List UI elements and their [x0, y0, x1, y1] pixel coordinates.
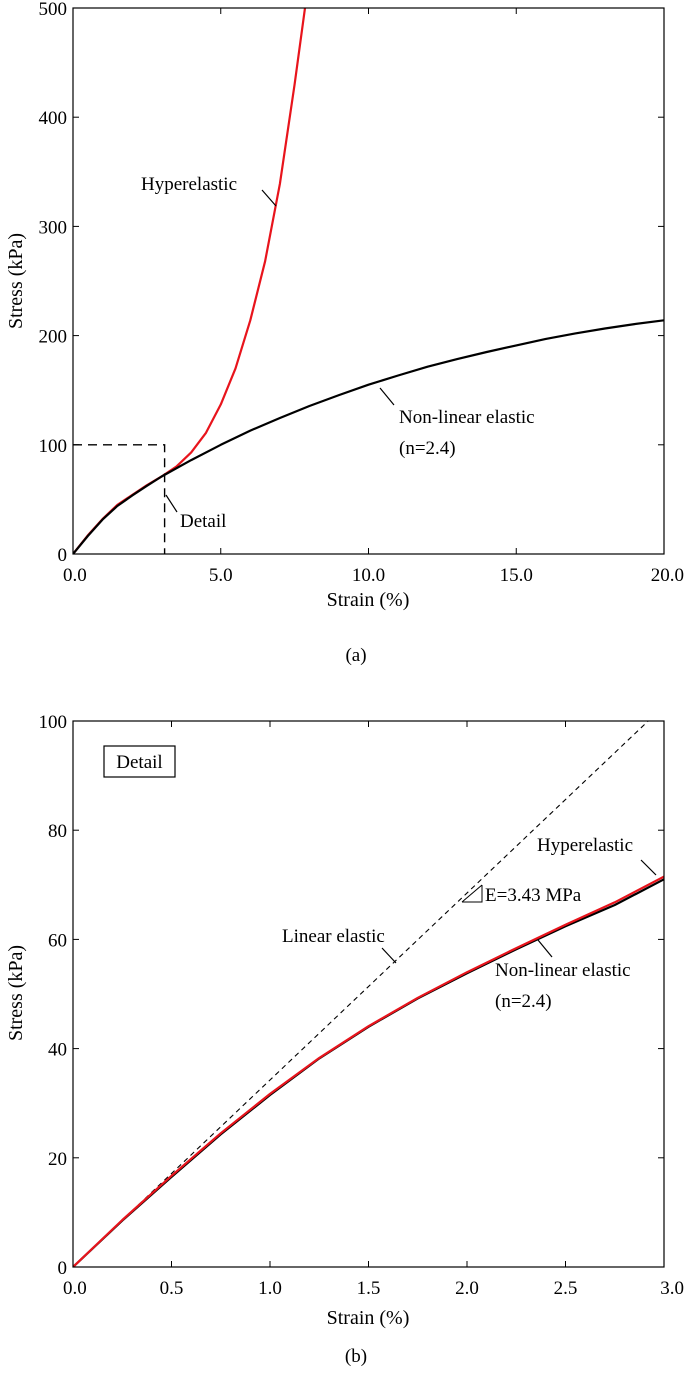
chart-b-x-axis-label: Strain (%): [327, 1307, 410, 1329]
chart-b-annotation-modulus: E=3.43 MPa: [485, 885, 582, 906]
chart-a-x-tick-label: 10.0: [352, 565, 385, 586]
chart-b: 0.0 0.5 1.0 1.5 2.0 2.5 3.0 0 20 40 60 80 100 Strain…: [5, 712, 684, 1367]
chart-a-x-axis-label: Strain (%): [327, 589, 410, 611]
chart-b-y-tick-label: 100: [39, 712, 68, 733]
chart-a-x-tick-label: 20.0: [651, 565, 684, 586]
chart-b-x-tick-label: 3.0: [660, 1278, 684, 1299]
chart-a-detail-leader: [165, 494, 178, 513]
chart-b-annotation-nonlinear: Non-linear elastic: [495, 960, 631, 981]
chart-a-series-non-linear-elastic-n-2-4-line: [73, 319, 664, 554]
chart-a-annotation-nonlinear-n: (n=2.4): [399, 438, 456, 459]
chart-a-annotation-detail: Detail: [180, 511, 226, 532]
chart-b-annotation-hyperelastic: Hyperelastic: [537, 835, 633, 856]
chart-a-plot-area: [72, 7, 665, 555]
chart-a-y-tick-label: 300: [39, 217, 68, 238]
chart-a-y-tick-label: 0: [58, 545, 68, 566]
chart-b-hyperelastic-leader: [640, 859, 657, 876]
chart-b-series-linear-elastic-line: [73, 721, 649, 1267]
chart-a-y-tick-label: 200: [39, 327, 68, 348]
chart-b-y-tick-label: 0: [58, 1258, 68, 1279]
chart-a-y-tick-label: 500: [39, 0, 68, 20]
chart-a: 0.0 5.0 10.0 15.0 20.0 0 100 200 300 400 500 Strai…: [5, 0, 684, 666]
chart-b-detail-box: [103, 745, 176, 778]
chart-a-y-axis-label: Stress (kPa): [5, 233, 27, 329]
chart-b-slope-triangle: [462, 885, 483, 903]
chart-b-y-tick-label: 20: [48, 1149, 67, 1170]
chart-a-nonlinear-leader: [379, 387, 395, 406]
chart-b-x-tick-label: 0.0: [63, 1278, 87, 1299]
chart-b-ticks: 0.0 0.5 1.0 1.5 2.0 2.5 3.0 0 20 40 60 80 100: [39, 712, 685, 1299]
chart-b-annotation-linear: Linear elastic: [282, 926, 385, 947]
chart-b-caption: (b): [345, 1346, 367, 1367]
chart-b-nonlinear-leader: [537, 939, 553, 958]
chart-a-hyperelastic-leader: [261, 189, 277, 207]
chart-b-y-tick-label: 80: [48, 821, 67, 842]
chart-b-detail-label: Detail: [116, 752, 162, 773]
chart-b-annotation-nonlinear-n: (n=2.4): [495, 991, 552, 1012]
chart-b-x-tick-label: 2.5: [554, 1278, 578, 1299]
chart-a-annotation-hyperelastic: Hyperelastic: [141, 174, 237, 195]
chart-b-x-tick-label: 1.0: [258, 1278, 282, 1299]
chart-a-caption: (a): [345, 645, 366, 666]
chart-b-x-tick-label: 2.0: [455, 1278, 479, 1299]
chart-b-linear-leader: [381, 947, 397, 964]
chart-a-ticks: 0.0 5.0 10.0 15.0 20.0 0 100 200 300 400 500: [39, 0, 685, 586]
chart-b-slope-hypotenuse: [461, 884, 483, 903]
chart-b-y-tick-label: 60: [48, 930, 67, 951]
chart-a-x-tick-label: 0.0: [63, 565, 87, 586]
chart-b-x-tick-label: 1.5: [357, 1278, 381, 1299]
chart-b-series-hyperelastic-line: [73, 875, 664, 1267]
chart-a-axes-frame: [72, 7, 665, 555]
chart-a-y-tick-label: 100: [39, 436, 68, 457]
chart-a-y-tick-label: 400: [39, 108, 68, 129]
chart-a-annotation-nonlinear: Non-linear elastic: [399, 407, 535, 428]
chart-a-series-hyperelastic-line: [73, 8, 307, 554]
chart-a-x-tick-label: 15.0: [500, 565, 533, 586]
chart-a-detail-region: [73, 444, 166, 554]
chart-b-plot-area: [72, 720, 665, 1268]
chart-b-x-tick-label: 0.5: [160, 1278, 184, 1299]
chart-b-y-tick-label: 40: [48, 1040, 67, 1061]
chart-a-x-tick-label: 5.0: [209, 565, 233, 586]
chart-b-y-axis-label: Stress (kPa): [5, 945, 27, 1041]
